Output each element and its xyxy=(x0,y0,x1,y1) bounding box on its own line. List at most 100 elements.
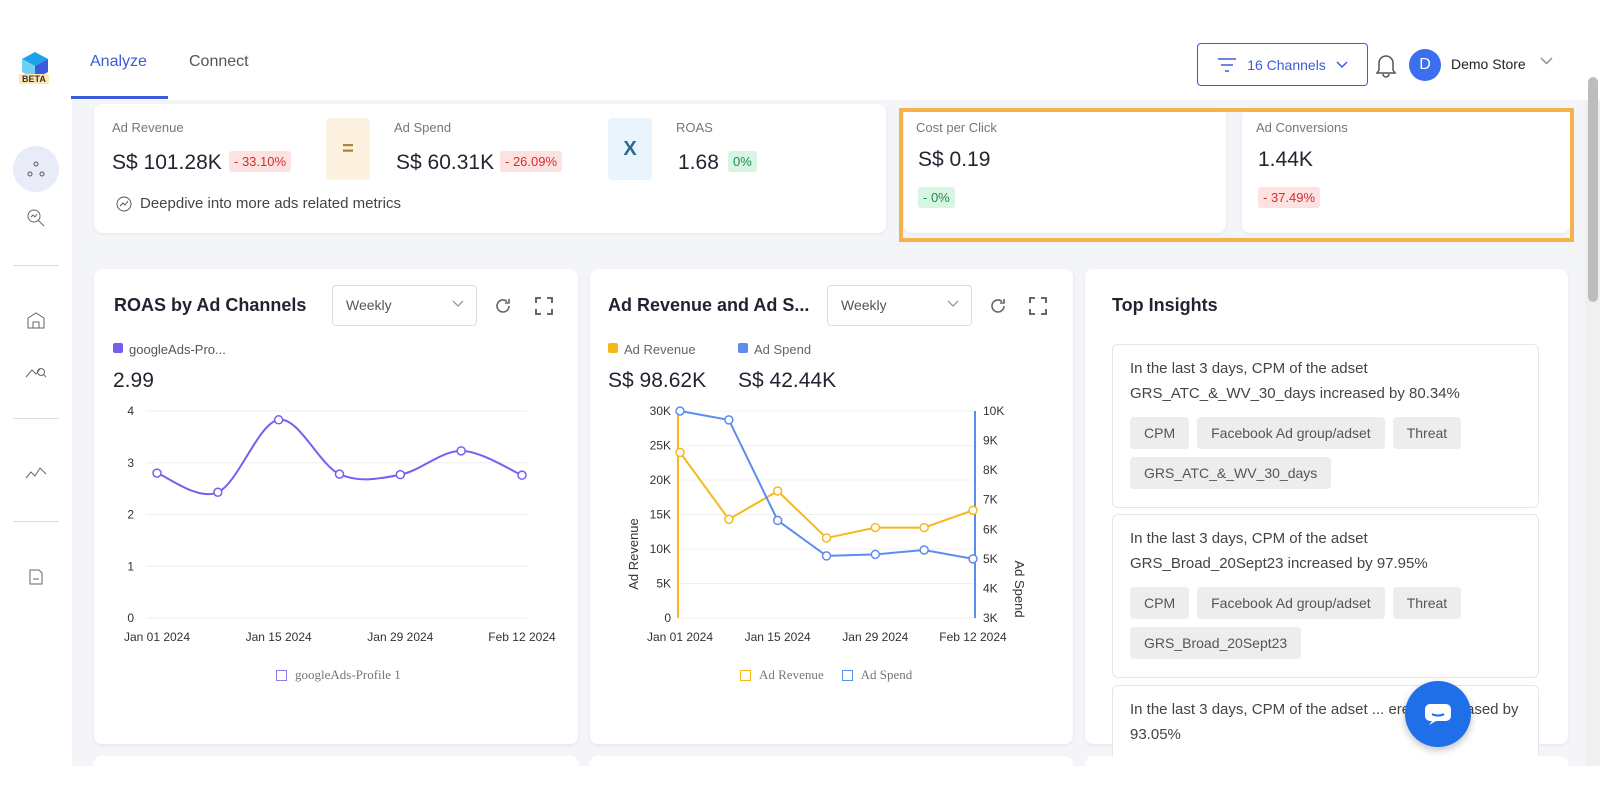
x-tick-label: Jan 15 2024 xyxy=(246,630,312,644)
sidebar-item-analytics-search[interactable] xyxy=(13,195,59,241)
roas-legend-label: googleAds-Pro... xyxy=(129,342,226,357)
fullscreen-icon[interactable] xyxy=(534,296,554,316)
roas-period-select[interactable]: Weekly xyxy=(332,285,477,326)
roas-data-point xyxy=(456,446,466,456)
chevron-down-icon xyxy=(947,300,959,307)
refresh-icon[interactable] xyxy=(988,296,1008,316)
ad-spend-label: Ad Spend xyxy=(394,120,452,135)
ad-spend-change-badge: - 26.09% xyxy=(500,151,563,172)
insight-item[interactable]: In the last 3 days, CPM of the adset GRS… xyxy=(1112,514,1539,678)
roas-series-line xyxy=(156,418,523,496)
roas-data-point xyxy=(517,470,527,480)
spend-bottom-legend-label: Ad Spend xyxy=(860,667,913,682)
chat-icon xyxy=(1425,704,1451,725)
y-tick-label: 0 xyxy=(664,611,671,625)
top-bar: BETA Analyze Connect 16 Channels D Demo … xyxy=(0,0,1600,100)
y2-tick-label: 6K xyxy=(983,522,998,536)
sidebar-item-overview[interactable] xyxy=(13,146,59,192)
beta-badge: BETA xyxy=(19,74,49,84)
insight-text: In the last 3 days, CPM of the adset ...… xyxy=(1130,701,1519,743)
roas-value: 1.68 xyxy=(678,151,719,174)
tab-analyze[interactable]: Analyze xyxy=(90,53,147,70)
page-scrollbar-thumb[interactable] xyxy=(1588,77,1598,302)
roas-change-badge: 0% xyxy=(728,151,757,172)
deepdive-link[interactable]: Deepdive into more ads related metrics xyxy=(116,195,401,212)
deepdive-label: Deepdive into more ads related metrics xyxy=(140,195,401,212)
cpc-label: Cost per Click xyxy=(916,120,997,135)
x-tick-label: Feb 12 2024 xyxy=(488,630,556,644)
search-analytics-icon xyxy=(27,209,45,227)
insight-tag[interactable]: GRS_ATC_&_WV_30_days xyxy=(1130,457,1332,489)
spend-legend-label: Ad Spend xyxy=(754,342,812,357)
y2-tick-label: 3K xyxy=(983,611,998,625)
x-tick-label: Jan 15 2024 xyxy=(745,630,811,644)
revenue-total-value: S$ 98.62K xyxy=(608,369,707,392)
revenue-period-select[interactable]: Weekly xyxy=(827,285,972,326)
revenue-legend-label: Ad Revenue xyxy=(624,342,696,357)
user-avatar[interactable]: D xyxy=(1409,49,1441,81)
insight-tag[interactable]: Facebook Ad group/adset xyxy=(1197,417,1385,449)
x-tick-label: Jan 29 2024 xyxy=(367,630,433,644)
y-tick-label: 5K xyxy=(656,577,671,591)
y2-tick-label: 4K xyxy=(983,581,998,595)
next-card-edge xyxy=(590,756,1073,766)
roas-bottom-legend[interactable]: googleAds-Profile 1 xyxy=(276,667,401,683)
ad-revenue-data-point xyxy=(870,522,881,533)
insight-tag[interactable]: Threat xyxy=(1392,417,1462,449)
chevron-down-icon xyxy=(1336,60,1348,68)
roas-data-point xyxy=(273,415,284,425)
sidebar-item-trends[interactable] xyxy=(13,450,59,496)
spend-total-value: S$ 42.44K xyxy=(738,369,837,392)
legend-swatch xyxy=(841,669,853,681)
chat-support-button[interactable] xyxy=(1405,681,1471,747)
ad-revenue-data-point xyxy=(724,514,734,525)
tab-connect[interactable]: Connect xyxy=(189,53,249,70)
roas-data-point xyxy=(152,468,162,478)
filter-icon xyxy=(1218,57,1237,72)
roas-total-value: 2.99 xyxy=(113,369,154,392)
channels-label: 16 Channels xyxy=(1247,56,1326,73)
y2-tick-label: 10K xyxy=(983,404,1004,418)
insight-tag[interactable]: CPM xyxy=(1130,587,1190,619)
network-icon xyxy=(27,161,45,177)
roas-period-value: Weekly xyxy=(346,297,392,313)
revenue-card-title: Ad Revenue and Ad S... xyxy=(608,295,810,315)
chevron-down-icon[interactable] xyxy=(1540,57,1553,65)
notification-bell-icon[interactable] xyxy=(1375,52,1397,78)
ad-spend-data-point xyxy=(724,415,734,425)
revenue-bottom-legend[interactable]: Ad Revenue Ad Spend xyxy=(740,667,912,683)
trend-search-icon xyxy=(25,368,47,378)
sidebar-item-store[interactable] xyxy=(13,297,59,343)
ad-revenue-data-point xyxy=(675,447,685,458)
ad-revenue-spend-card: Ad Revenue and Ad S... Weekly Ad Revenue… xyxy=(590,269,1073,744)
refresh-icon[interactable] xyxy=(493,296,513,316)
insight-tag[interactable]: GRS_Broad_20Sept23 xyxy=(1130,627,1302,659)
sidebar-item-trend-search[interactable] xyxy=(13,348,59,394)
y-tick-label: 3 xyxy=(127,456,134,470)
roas-bottom-legend-label: googleAds-Profile 1 xyxy=(295,667,401,682)
channels-filter-button[interactable]: 16 Channels xyxy=(1197,43,1368,86)
sidebar-item-documents[interactable] xyxy=(13,554,59,600)
y-axis-label: Ad Revenue xyxy=(626,518,641,590)
highlight-box xyxy=(899,108,1574,242)
ad-conversions-card: Ad Conversions 1.44K - 37.49% xyxy=(1242,108,1570,233)
ad-spend-data-point xyxy=(870,549,881,560)
fullscreen-icon[interactable] xyxy=(1028,296,1048,316)
ad-spend-data-point xyxy=(919,545,929,555)
roas-data-point xyxy=(334,469,345,479)
legend-swatch xyxy=(740,669,751,681)
y2-tick-label: 9K xyxy=(983,434,998,448)
store-name[interactable]: Demo Store xyxy=(1451,56,1526,72)
insight-tag[interactable]: Threat xyxy=(1392,587,1462,619)
ad-revenue-series-line xyxy=(679,451,974,540)
insight-item[interactable]: In the last 3 days, CPM of the adset GRS… xyxy=(1112,344,1539,508)
ad-revenue-value: S$ 101.28K xyxy=(112,151,222,174)
roas-line-chart: 0 1 2 3 4 Jan 01 2024 Jan 15 2024 Jan 29 2024 Fe… xyxy=(124,404,556,644)
multiply-operator: X xyxy=(608,118,652,180)
insight-tag[interactable]: Facebook Ad group/adset xyxy=(1197,587,1385,619)
ad-revenue-data-point xyxy=(821,533,832,543)
insight-tag[interactable]: CPM xyxy=(1130,417,1190,449)
next-card-edge xyxy=(94,756,578,766)
ad-revenue-label: Ad Revenue xyxy=(112,120,184,135)
conversions-label: Ad Conversions xyxy=(1256,120,1348,135)
